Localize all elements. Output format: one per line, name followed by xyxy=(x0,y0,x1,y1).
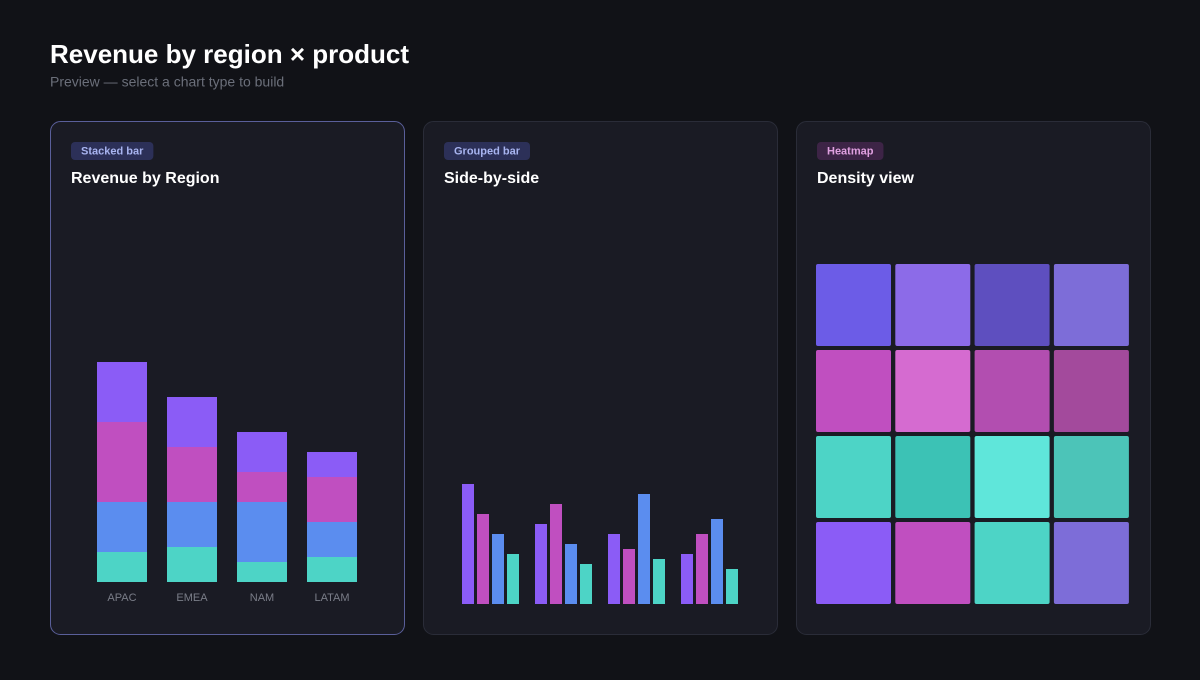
heatmap-cell xyxy=(974,436,1050,518)
heatmap-cell xyxy=(895,350,971,432)
card-title: Revenue by Region xyxy=(71,170,219,187)
bar xyxy=(711,519,723,604)
badge-label: Grouped bar xyxy=(454,145,521,157)
heatmap-cell xyxy=(1053,264,1129,346)
bar-segment xyxy=(307,452,357,477)
bar-segment xyxy=(307,522,357,557)
bar-segment xyxy=(97,362,147,422)
bar xyxy=(550,504,562,604)
bar-segment xyxy=(97,422,147,502)
heatmap-cell xyxy=(816,264,891,346)
bar xyxy=(653,559,665,604)
card-title: Side-by-side xyxy=(444,170,539,187)
heatmap-cell xyxy=(895,522,971,604)
badge xyxy=(444,142,531,160)
bar xyxy=(462,484,474,604)
bar-segment xyxy=(237,562,287,582)
heatmap-cell xyxy=(895,264,971,346)
heatmap-cell xyxy=(895,436,971,518)
heatmap-cell xyxy=(974,350,1050,432)
heatmap-cell xyxy=(816,522,891,604)
x-tick-label: EMEA xyxy=(176,592,208,604)
badge-label: Heatmap xyxy=(827,145,874,157)
bar-segment xyxy=(307,557,357,582)
bar-segment xyxy=(167,447,217,502)
bar-segment xyxy=(167,502,217,547)
bar xyxy=(638,494,650,604)
bar xyxy=(623,549,635,604)
bar-segment xyxy=(307,477,357,522)
x-tick-label: NAM xyxy=(250,592,274,604)
heatmap-cell xyxy=(974,264,1050,346)
heatmap-cell xyxy=(1053,522,1129,604)
heatmap-cell xyxy=(974,522,1050,604)
bar xyxy=(681,554,693,604)
bar xyxy=(696,534,708,604)
bar-segment xyxy=(237,432,287,472)
heatmap-cell xyxy=(1053,436,1129,518)
bar-segment xyxy=(97,502,147,552)
heatmap-cell xyxy=(816,350,891,432)
bar-segment xyxy=(167,547,217,582)
bar xyxy=(492,534,504,604)
chart-card[interactable] xyxy=(423,121,778,635)
heatmap-cell xyxy=(816,436,891,518)
bar-segment xyxy=(237,502,287,562)
heatmap-cell xyxy=(1053,350,1129,432)
bar xyxy=(726,569,738,604)
bar xyxy=(565,544,577,604)
bar xyxy=(580,564,592,604)
badge-label: Stacked bar xyxy=(81,145,144,157)
x-tick-label: APAC xyxy=(107,592,136,604)
page-title: Revenue by region × product xyxy=(50,39,409,69)
card-title: Density view xyxy=(817,170,914,187)
bar xyxy=(535,524,547,604)
x-tick-label: LATAM xyxy=(314,592,349,604)
badge xyxy=(71,142,154,160)
bar-segment xyxy=(97,552,147,582)
bar xyxy=(507,554,519,604)
bar xyxy=(477,514,489,604)
page-subtitle: Preview — select a chart type to build xyxy=(50,74,284,90)
badge xyxy=(817,142,884,160)
bar-segment xyxy=(237,472,287,502)
bar xyxy=(608,534,620,604)
bar-segment xyxy=(167,397,217,447)
